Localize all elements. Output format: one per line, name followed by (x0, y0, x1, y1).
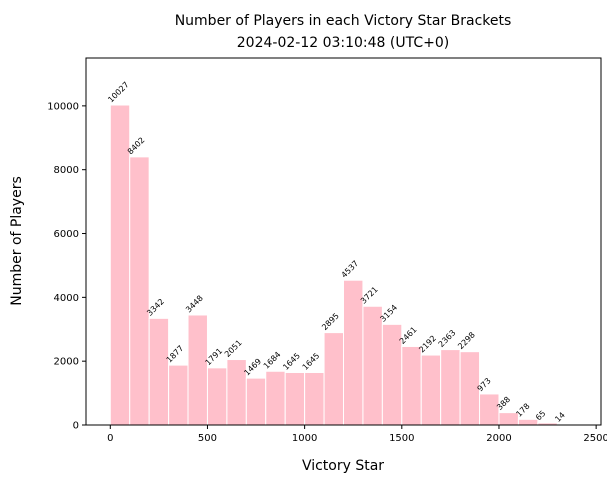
bar (265, 370, 286, 426)
bar-value-label: 3448 (184, 294, 205, 315)
x-axis-ticks: 0 500 1000 1500 2000 2500 (107, 425, 607, 444)
bar-value-label: 1684 (262, 350, 283, 371)
x-tick-label: 2500 (583, 433, 607, 444)
y-tick-label: 10000 (47, 101, 79, 112)
bar (362, 305, 383, 426)
bar (245, 377, 267, 426)
y-axis-ticks: 0 2000 4000 6000 8000 10000 (47, 101, 86, 432)
x-tick-label: 1500 (389, 433, 414, 444)
bar (420, 354, 442, 426)
y-tick-label: 4000 (54, 293, 79, 304)
bar (517, 418, 539, 426)
bar (479, 393, 500, 426)
chart-subtitle: 2024-02-12 03:10:48 (UTC+0) (237, 35, 449, 51)
bars-group (109, 104, 578, 426)
y-tick-label: 6000 (54, 229, 79, 240)
bar-value-label: 1645 (281, 351, 302, 372)
bar (206, 367, 228, 426)
bar-value-label: 2895 (320, 311, 341, 332)
bar-value-label: 10027 (106, 80, 130, 104)
bar (323, 332, 345, 426)
bar-value-label: 178 (514, 402, 531, 419)
bar (168, 364, 189, 426)
x-tick-label: 1000 (292, 433, 317, 444)
bar (343, 279, 364, 426)
y-tick-label: 0 (73, 421, 79, 432)
chart-title: Number of Players in each Victory Star B… (175, 13, 512, 29)
bar (284, 372, 306, 426)
bar-value-label: 4537 (340, 259, 361, 280)
bar (109, 104, 131, 426)
x-tick-label: 2000 (486, 433, 511, 444)
bar (304, 372, 325, 426)
x-tick-label: 500 (198, 433, 217, 444)
bar (148, 317, 170, 426)
bar (401, 345, 422, 426)
bar (440, 349, 461, 426)
y-axis-label: Number of Players (9, 176, 25, 306)
bar-value-label: 2298 (456, 330, 477, 351)
bar-value-label: 14 (553, 410, 567, 424)
y-tick-label: 8000 (54, 165, 79, 176)
bar-value-label: 2363 (437, 328, 458, 349)
bar (187, 314, 208, 426)
bar (129, 156, 150, 426)
plot-area-frame (85, 57, 602, 426)
bar-value-label: 2192 (417, 334, 438, 355)
x-axis-label: Victory Star (302, 458, 384, 474)
bar-value-label: 2051 (223, 338, 244, 359)
x-tick-label: 0 (107, 433, 113, 444)
y-tick-label: 2000 (54, 357, 79, 368)
bar-value-label: 1645 (301, 351, 322, 372)
